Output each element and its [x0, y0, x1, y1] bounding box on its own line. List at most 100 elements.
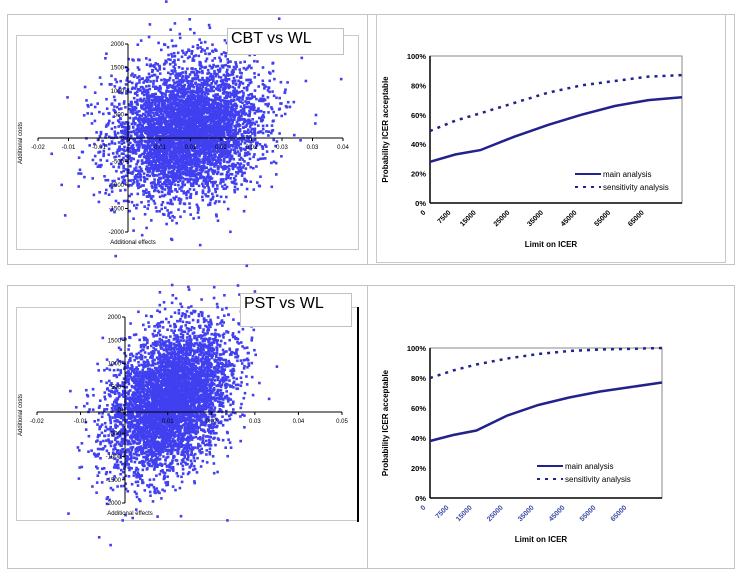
scatter-point	[178, 172, 182, 175]
scatter-point	[166, 160, 170, 164]
scatter-point	[117, 163, 121, 166]
scatter-point	[140, 118, 144, 122]
scatter-point	[188, 175, 192, 178]
scatter-point	[177, 174, 181, 177]
scatter-point	[236, 119, 240, 122]
scatter-point	[179, 84, 183, 87]
scatter-point	[164, 175, 168, 178]
scatter-point	[188, 173, 192, 176]
scatter-point	[213, 106, 216, 110]
scatter-point	[227, 102, 230, 105]
scatter-point	[170, 138, 174, 142]
scatter-point	[149, 160, 153, 163]
scatter-point	[166, 183, 169, 186]
scatter-point	[158, 121, 162, 125]
scatter-point	[280, 155, 283, 158]
scatter-point	[216, 73, 219, 76]
scatter-point	[200, 119, 204, 122]
scatter-point	[250, 127, 253, 131]
scatter-point	[223, 164, 226, 168]
scatter-point	[191, 89, 195, 93]
scatter-point	[238, 83, 241, 87]
scatter-point	[155, 210, 159, 213]
scatter-point	[169, 94, 172, 98]
scatter-point	[154, 139, 158, 142]
scatter-point	[152, 174, 156, 178]
scatter-point	[244, 139, 247, 142]
scatter-point	[125, 128, 128, 132]
scatter-point	[152, 134, 155, 138]
scatter-point	[165, 80, 168, 84]
scatter-point	[216, 105, 220, 108]
scatter-point	[99, 130, 103, 134]
scatter-point	[217, 143, 221, 147]
scatter-point	[247, 94, 250, 97]
scatter-point	[120, 107, 123, 110]
scatter-point	[109, 183, 113, 186]
scatter-point	[194, 139, 197, 142]
scatter-point	[166, 201, 169, 205]
scatter-point	[200, 161, 203, 164]
scatter-point	[267, 102, 270, 106]
scatter-point	[151, 68, 154, 72]
scatter-point	[208, 78, 212, 81]
scatter-point	[219, 180, 223, 184]
scatter-point	[188, 113, 192, 117]
scatter-point	[170, 84, 173, 88]
scatter-point	[120, 152, 124, 155]
scatter-point	[150, 152, 154, 155]
scatter-point	[191, 77, 194, 80]
scatter-point	[232, 108, 236, 111]
scatter-point	[264, 85, 267, 88]
scatter-point	[186, 177, 189, 181]
scatter-point	[142, 144, 145, 147]
scatter-point	[222, 107, 226, 111]
scatter-point	[120, 171, 123, 174]
scatter-point	[304, 79, 308, 83]
scatter-point	[132, 147, 135, 150]
scatter-point	[251, 132, 254, 135]
scatter-point	[175, 85, 179, 88]
scatter-point	[172, 102, 176, 106]
scatter-point	[165, 139, 169, 143]
scatter-point	[126, 130, 129, 133]
scatter-point	[121, 135, 125, 139]
scatter-point	[177, 160, 181, 163]
scatter-point	[216, 165, 219, 168]
scatter-point	[190, 81, 193, 85]
scatter-point	[217, 158, 220, 161]
scatter-point	[206, 134, 210, 138]
scatter-point	[189, 109, 193, 113]
scatter-point	[201, 198, 205, 202]
scatter-point	[140, 143, 143, 146]
scatter-point	[203, 186, 206, 189]
scatter-point	[230, 136, 234, 139]
scatter-point	[252, 138, 255, 142]
scatter-point	[162, 176, 165, 180]
scatter-point	[229, 117, 233, 120]
scatter-point	[98, 191, 101, 194]
scatter-point	[166, 130, 169, 134]
scatter-point	[247, 101, 250, 105]
scatter-point	[204, 127, 208, 131]
scatter-point	[134, 133, 137, 136]
scatter-point	[168, 100, 171, 103]
scatter-point	[219, 76, 223, 79]
scatter-point	[214, 93, 218, 96]
scatter-point	[214, 163, 217, 166]
scatter-point	[150, 104, 154, 108]
scatter-point	[222, 132, 225, 135]
scatter-point	[150, 138, 153, 142]
scatter-point	[206, 156, 210, 159]
scatter-point	[236, 150, 239, 153]
scatter-point	[258, 99, 261, 102]
scatter-point	[191, 59, 194, 62]
scatter-point	[177, 165, 180, 168]
scatter-point	[210, 107, 213, 110]
scatter-point	[198, 110, 202, 113]
scatter-point	[188, 155, 192, 159]
scatter-point	[221, 185, 224, 188]
scatter-point	[201, 69, 204, 73]
scatter-point	[109, 209, 113, 212]
scatter-point	[264, 157, 267, 160]
